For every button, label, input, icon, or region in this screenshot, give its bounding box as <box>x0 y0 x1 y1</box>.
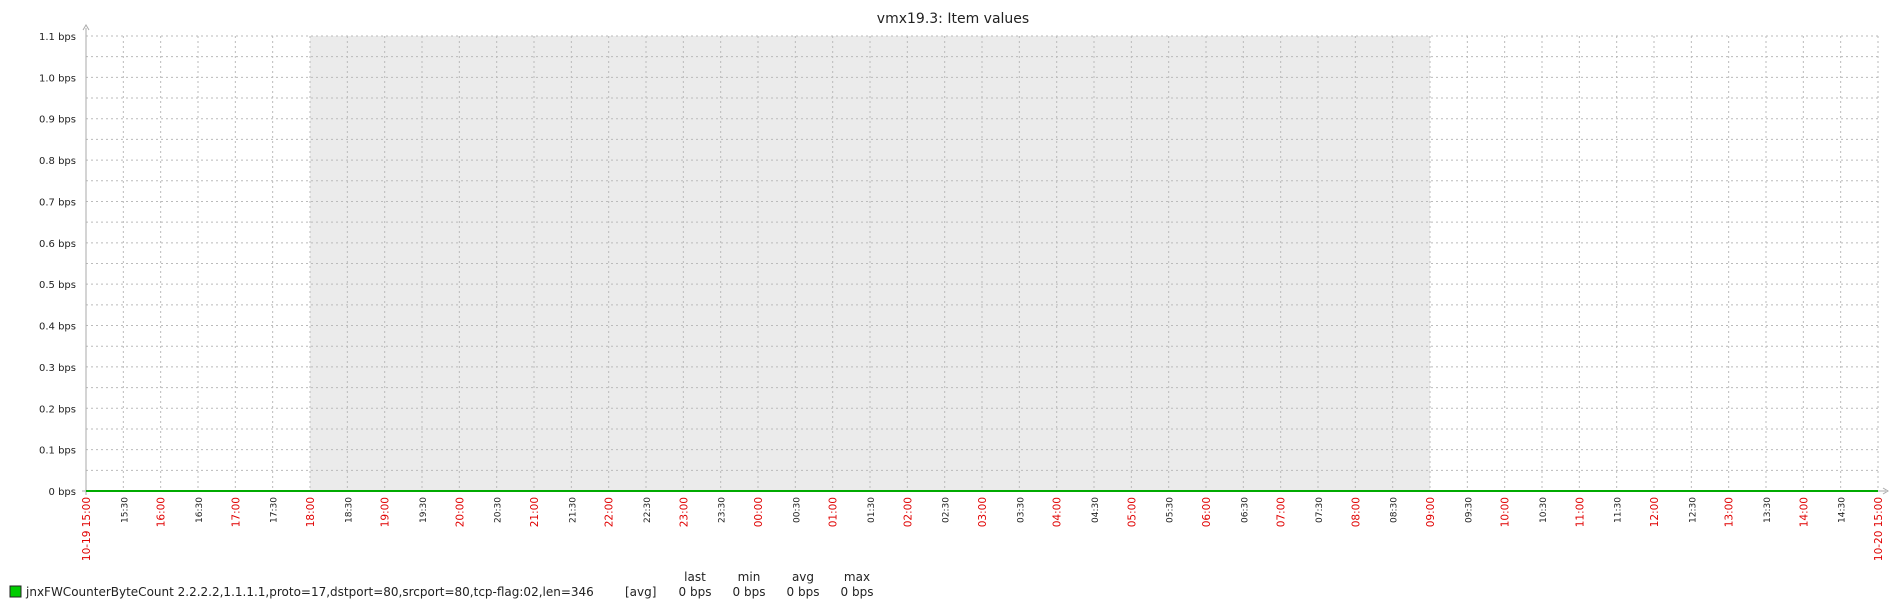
x-tick-label: 02:00 <box>902 497 914 527</box>
legend-header-min: min <box>738 570 761 584</box>
legend-function: [avg] <box>625 585 656 599</box>
x-tick-label: 01:30 <box>867 497 877 523</box>
x-tick-label: 20:30 <box>494 497 504 523</box>
legend-value-avg: 0 bps <box>787 585 820 599</box>
x-tick-label: 12:00 <box>1649 497 1661 527</box>
x-tick-label: 21:00 <box>529 497 541 527</box>
x-tick-label: 05:30 <box>1166 497 1176 523</box>
y-tick-label: 0.6 bps <box>39 239 76 250</box>
x-tick-label: 12:30 <box>1688 497 1698 523</box>
legend: last min avg max jnxFWCounterByteCount 2… <box>9 570 874 599</box>
chart-title: vmx19.3: Item values <box>877 11 1029 27</box>
x-axis-arrow <box>1882 487 1889 495</box>
x-tick-label: 06:00 <box>1201 497 1213 527</box>
legend-value-min: 0 bps <box>733 585 766 599</box>
x-tick-label: 07:00 <box>1276 497 1288 527</box>
x-tick-label: 04:30 <box>1091 497 1101 523</box>
x-tick-label: 21:30 <box>568 497 578 523</box>
x-tick-label: 03:30 <box>1016 497 1026 523</box>
x-tick-label: 14:00 <box>1798 497 1810 527</box>
legend-swatch <box>9 585 22 598</box>
y-tick-label: 0.3 bps <box>39 363 76 374</box>
y-tick-label: 0.8 bps <box>39 156 76 167</box>
x-tick-label: 22:00 <box>604 497 616 527</box>
legend-header-last: last <box>684 570 706 584</box>
x-tick-label: 18:30 <box>344 497 354 523</box>
legend-series-name: jnxFWCounterByteCount 2.2.2.2,1.1.1.1,pr… <box>25 585 594 599</box>
x-tick-label: 08:30 <box>1390 497 1400 523</box>
y-tick-label: 0.7 bps <box>39 197 76 208</box>
x-tick-label: 23:30 <box>718 497 728 523</box>
legend-value-last: 0 bps <box>679 585 712 599</box>
x-tick-label: 10:00 <box>1500 497 1512 527</box>
x-tick-label: 04:00 <box>1052 497 1064 527</box>
x-tick-label: 03:00 <box>977 497 989 527</box>
y-tick-label: 1.0 bps <box>39 73 76 84</box>
y-tick-label: 0.2 bps <box>39 404 76 415</box>
y-tick-label: 0.5 bps <box>39 280 76 291</box>
x-tick-label: 11:00 <box>1574 497 1586 527</box>
y-tick-label: 1.1 bps <box>39 32 76 43</box>
x-tick-label: 10-20 15:00 <box>1873 497 1885 561</box>
x-tick-label: 23:00 <box>678 497 690 527</box>
x-tick-label: 05:00 <box>1126 497 1138 527</box>
x-tick-label: 18:00 <box>305 497 317 527</box>
x-tick-label: 10-19 15:00 <box>81 497 93 561</box>
x-tick-label: 09:30 <box>1464 497 1474 523</box>
x-tick-label: 08:00 <box>1350 497 1362 527</box>
x-tick-label: 01:00 <box>828 497 840 527</box>
x-tick-label: 02:30 <box>942 497 952 523</box>
y-tick-label: 0.9 bps <box>39 115 76 126</box>
x-tick-label: 20:00 <box>454 497 466 527</box>
x-tick-label: 16:00 <box>156 497 168 527</box>
x-tick-label: 10:30 <box>1539 497 1549 523</box>
x-tick-label: 15:30 <box>120 497 130 523</box>
x-tick-label: 00:00 <box>753 497 765 527</box>
legend-value-max: 0 bps <box>841 585 874 599</box>
legend-header-max: max <box>844 570 870 584</box>
x-tick-label: 16:30 <box>195 497 205 523</box>
x-tick-label: 19:00 <box>380 497 392 527</box>
x-tick-label: 17:00 <box>230 497 242 527</box>
x-tick-label: 22:30 <box>643 497 653 523</box>
x-tick-label: 13:00 <box>1724 497 1736 527</box>
y-tick-label: 0 bps <box>49 487 76 498</box>
legend-header-avg: avg <box>792 570 814 584</box>
plot-area: 0 bps 0.1 bps 0.2 bps 0.3 bps 0.4 bps 0.5 bps… <box>39 24 1889 561</box>
x-tick-label: 06:30 <box>1240 497 1250 523</box>
x-tick-label: 00:30 <box>792 497 802 523</box>
x-tick-label: 07:30 <box>1315 497 1325 523</box>
x-tick-label: 13:30 <box>1763 497 1773 523</box>
x-tick-label: 09:00 <box>1425 497 1437 527</box>
x-tick-label: 19:30 <box>419 497 429 523</box>
x-tick-label: 14:30 <box>1838 497 1848 523</box>
y-tick-label: 0.4 bps <box>39 322 76 333</box>
x-tick-label: 11:30 <box>1614 497 1624 523</box>
y-axis-arrow <box>82 24 90 31</box>
y-tick-label: 0.1 bps <box>39 446 76 457</box>
x-tick-label: 17:30 <box>270 497 280 523</box>
